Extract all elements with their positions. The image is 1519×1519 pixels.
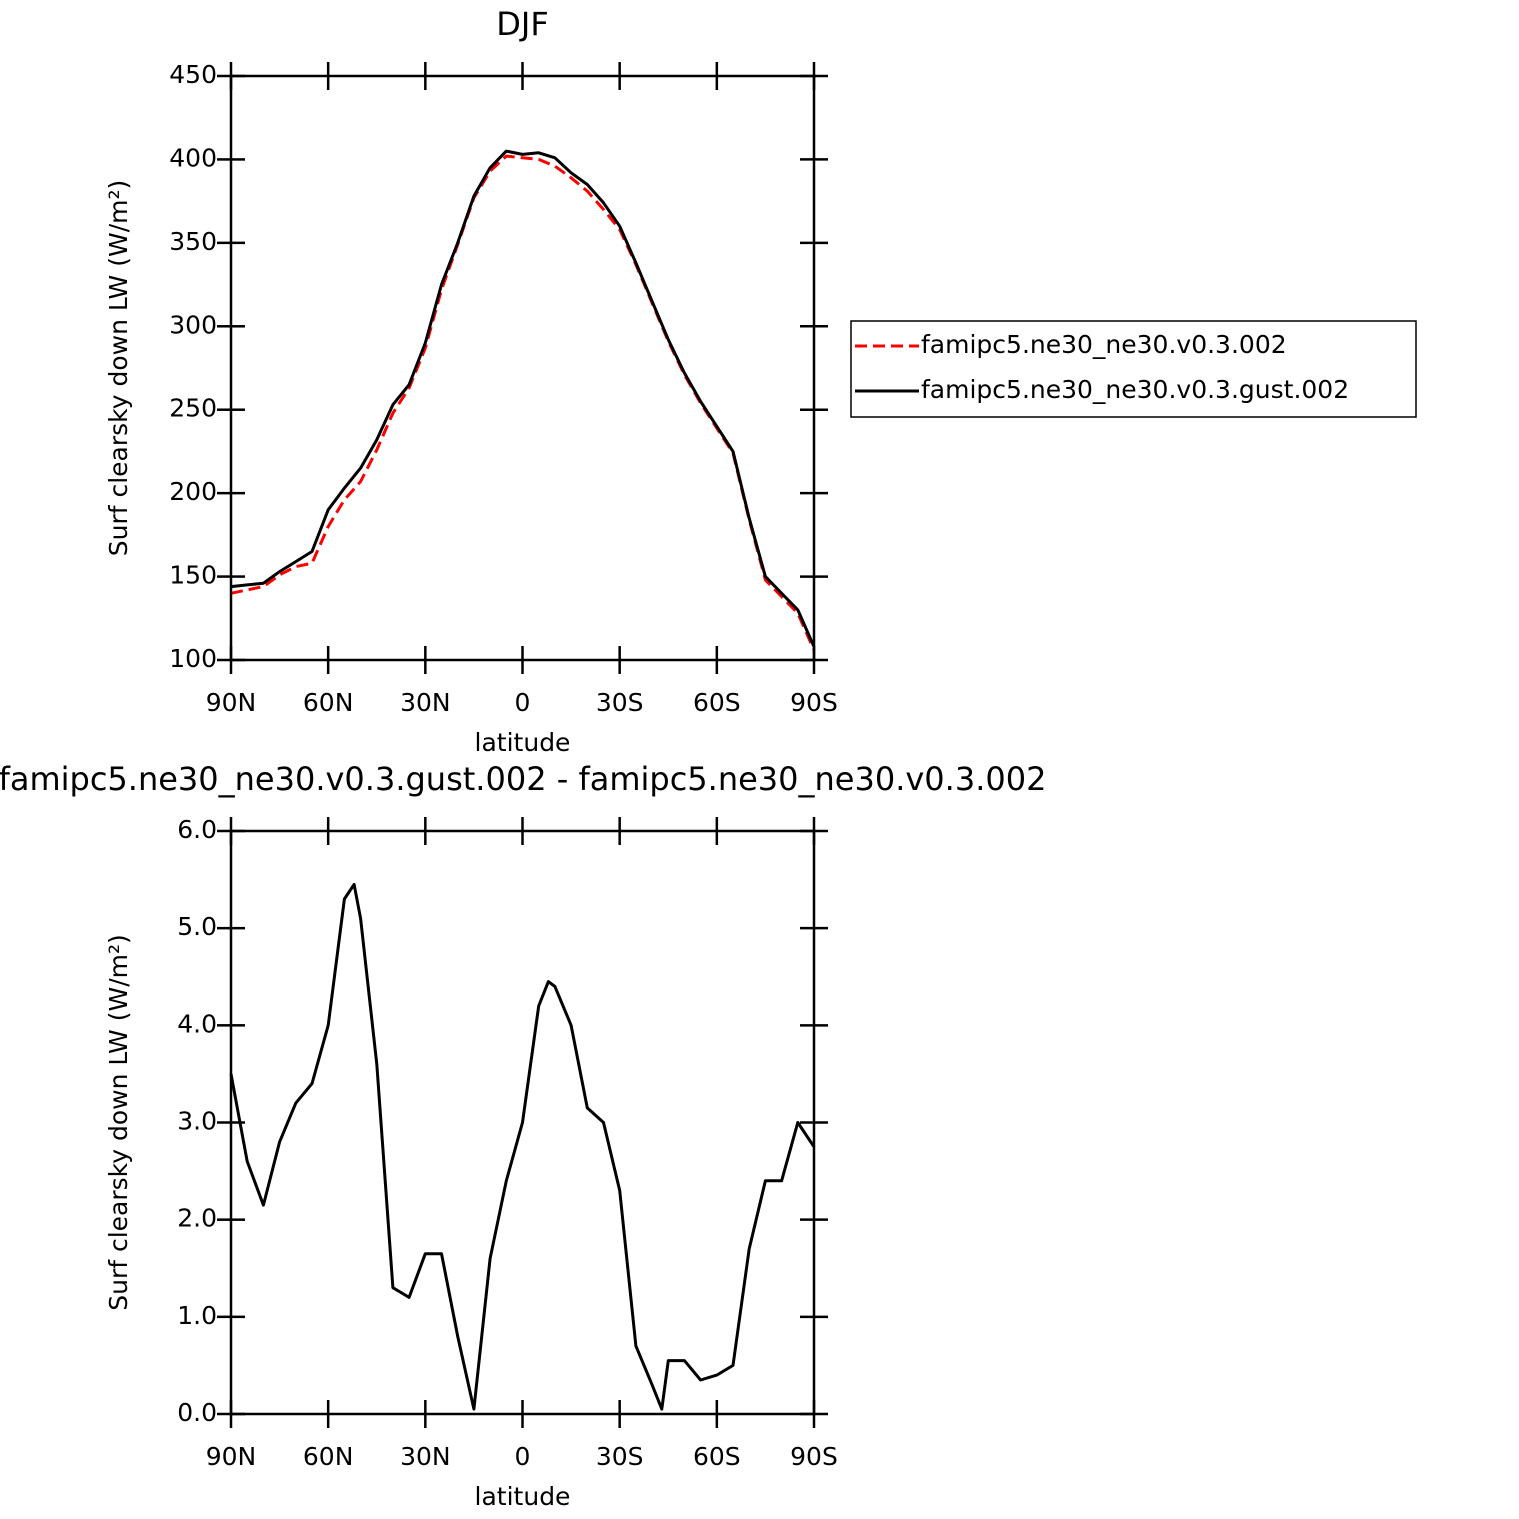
- x-tick-label: 90S: [790, 1442, 838, 1471]
- legend-box: [850, 320, 1417, 418]
- y-tick-label: 6.0: [177, 815, 217, 844]
- x-tick-label: 60N: [303, 1442, 354, 1471]
- plot-frame: [229, 829, 816, 1416]
- chart-title: DJF: [496, 5, 548, 43]
- y-tick-label: 250: [169, 394, 217, 423]
- x-tick-label: 60S: [693, 688, 741, 717]
- legend-label: famipc5.ne30_ne30.v0.3.gust.002: [921, 375, 1349, 404]
- y-axis-label: Surf clearsky down LW (W/m²): [104, 180, 133, 557]
- y-tick-label: 4.0: [177, 1009, 217, 1038]
- x-tick-label: 0: [515, 1442, 531, 1471]
- x-tick-label: 30N: [400, 688, 451, 717]
- y-tick-label: 350: [169, 227, 217, 256]
- y-tick-label: 150: [169, 561, 217, 590]
- y-tick-label: 3.0: [177, 1107, 217, 1136]
- y-tick-label: 0.0: [177, 1398, 217, 1427]
- x-axis-label: latitude: [475, 728, 571, 757]
- y-tick-label: 300: [169, 310, 217, 339]
- x-tick-label: 30S: [596, 1442, 644, 1471]
- legend-label: famipc5.ne30_ne30.v0.3.002: [921, 330, 1287, 359]
- data-line: [229, 882, 816, 1411]
- data-line: [230, 154, 816, 651]
- x-tick-label: 90N: [206, 1442, 257, 1471]
- y-tick-label: 2.0: [177, 1204, 217, 1233]
- plot-frame: [229, 74, 816, 662]
- chart-title: famipc5.ne30_ne30.v0.3.gust.002 - famipc…: [0, 760, 1046, 798]
- y-axis-label: Surf clearsky down LW (W/m²): [104, 934, 133, 1311]
- x-tick-label: 30S: [596, 688, 644, 717]
- x-tick-label: 60S: [693, 1442, 741, 1471]
- x-tick-label: 90N: [206, 688, 257, 717]
- x-tick-label: 60N: [303, 688, 354, 717]
- x-tick-label: 90S: [790, 688, 838, 717]
- x-tick-label: 0: [515, 688, 531, 717]
- y-tick-label: 5.0: [177, 912, 217, 941]
- y-tick-label: 1.0: [177, 1301, 217, 1330]
- x-axis-label: latitude: [475, 1482, 571, 1511]
- data-line: [230, 149, 816, 648]
- x-tick-label: 30N: [400, 1442, 451, 1471]
- y-tick-label: 100: [169, 644, 217, 673]
- y-tick-label: 450: [169, 60, 217, 89]
- y-tick-label: 400: [169, 143, 217, 172]
- y-tick-label: 200: [169, 477, 217, 506]
